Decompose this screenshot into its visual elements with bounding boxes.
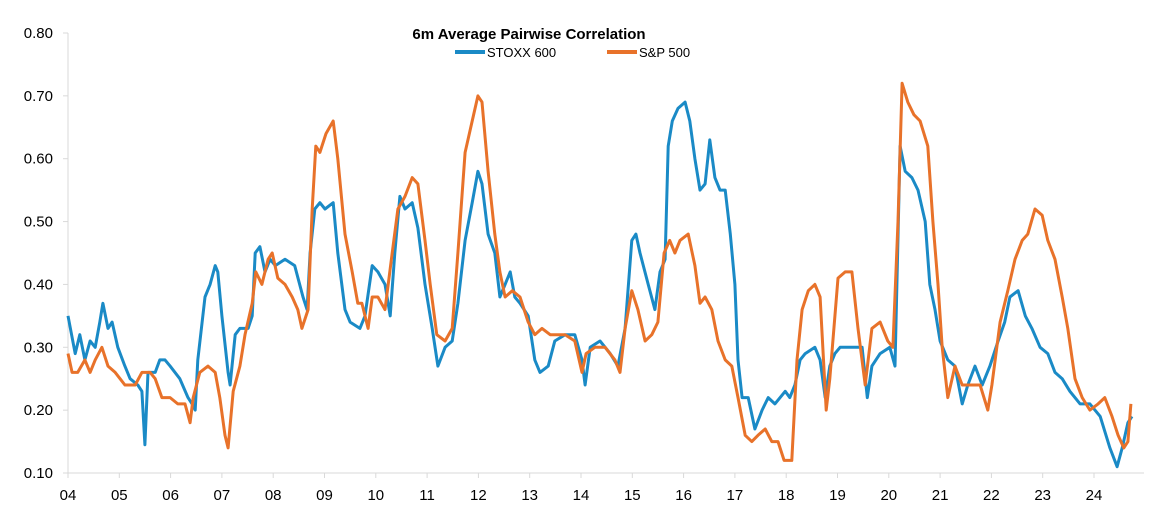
x-tick-label: 04 (60, 487, 77, 504)
series-line-stoxx-600 (66, 100, 1134, 469)
y-tick-label: 0.10 (24, 465, 53, 482)
x-tick-label: 12 (470, 487, 487, 504)
x-tick-label: 15 (624, 487, 641, 504)
x-tick-label: 14 (573, 487, 590, 504)
x-tick-label: 10 (367, 487, 384, 504)
y-tick-label: 0.60 (24, 151, 53, 168)
x-tick-label: 24 (1086, 487, 1103, 504)
x-tick-label: 13 (521, 487, 538, 504)
x-tick-label: 17 (727, 487, 744, 504)
axes: 0.10 0.20 0.30 0.40 0.50 0.60 0.70 0.80 04 05 06 07… (24, 25, 1144, 504)
chart-title: 6m Average Pairwise Correlation (412, 26, 645, 43)
legend-label-stoxx-600: STOXX 600 (487, 45, 556, 60)
legend: STOXX 600 S&P 500 (455, 45, 690, 60)
y-tick-label: 0.80 (24, 25, 53, 42)
x-tick-label: 18 (778, 487, 795, 504)
x-tick-label: 11 (419, 487, 435, 504)
y-tick-label: 0.70 (24, 88, 53, 105)
y-tick-label: 0.30 (24, 339, 53, 356)
series-lines (66, 81, 1134, 469)
legend-label-sp-500: S&P 500 (639, 45, 690, 60)
x-tick-label: 05 (111, 487, 128, 504)
x-tick-label: 23 (1034, 487, 1051, 504)
series-line-s-p-500 (66, 81, 1133, 462)
x-tick-label: 21 (932, 487, 949, 504)
x-tick-label: 09 (316, 487, 333, 504)
x-tick-label: 22 (983, 487, 1000, 504)
y-tick-label: 0.50 (24, 214, 53, 231)
y-tick-label: 0.40 (24, 276, 53, 293)
x-tick-label: 07 (214, 487, 231, 504)
x-tick-label: 08 (265, 487, 282, 504)
x-tick-label: 20 (880, 487, 897, 504)
x-tick-label: 06 (162, 487, 179, 504)
y-tick-label: 0.20 (24, 402, 53, 419)
x-tick-label: 16 (675, 487, 692, 504)
x-tick-label: 19 (829, 487, 846, 504)
